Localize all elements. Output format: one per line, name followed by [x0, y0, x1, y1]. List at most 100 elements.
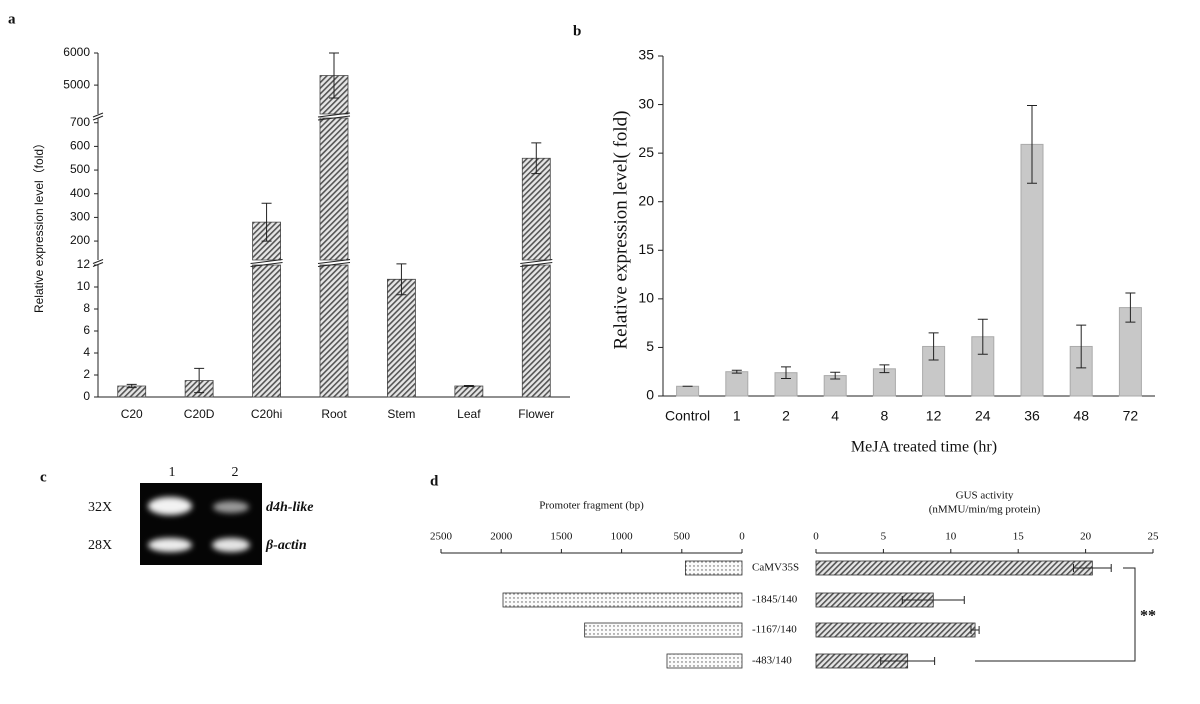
x-tick-label: 0: [813, 531, 819, 543]
gel-band: [213, 501, 249, 513]
axis-break: [92, 259, 104, 264]
panel-label: a: [8, 11, 16, 27]
cycle-label: 32X: [88, 500, 112, 515]
x-axis-label: MeJA treated time (hr): [851, 439, 997, 456]
y-tick-label: 35: [638, 47, 654, 63]
bar: [666, 653, 743, 669]
y-tick-label: 10: [638, 290, 654, 306]
axis-break: [92, 115, 104, 121]
error-bar: [1072, 564, 1112, 572]
y-tick-label: 600: [70, 139, 90, 153]
x-tick-label: 1000: [611, 531, 634, 543]
y-tick-label: 20: [638, 192, 654, 208]
y-tick-label: 5000: [63, 77, 90, 91]
bar-break: [250, 259, 283, 264]
y-tick-label: 30: [638, 95, 654, 111]
y-tick-label: 6: [83, 323, 90, 337]
bar-break: [520, 262, 553, 267]
x-tick-label: 12: [926, 408, 942, 424]
x-tick-label: 15: [1013, 531, 1025, 543]
x-tick-label: C20hi: [251, 407, 282, 421]
x-tick-label: 1: [733, 408, 741, 424]
axis-break: [92, 262, 104, 267]
x-tick-label: 20: [1080, 531, 1092, 543]
x-tick-label: 4: [831, 408, 839, 424]
x-tick-label: Stem: [387, 407, 415, 421]
x-tick-label: 8: [881, 408, 889, 424]
error-bar: [781, 366, 791, 380]
gel-band: [148, 497, 192, 515]
y-tick-label: 400: [70, 186, 90, 200]
significance-bracket: [975, 567, 1136, 662]
error-bar: [126, 383, 137, 389]
x-tick-label: 36: [1024, 408, 1040, 424]
x-tick-label: 0: [739, 531, 745, 543]
x-tick-label: 2000: [490, 531, 513, 543]
bar-break: [250, 262, 283, 267]
bar: [584, 622, 743, 638]
error-bar: [329, 52, 339, 99]
gene-label: β-actin: [265, 538, 307, 553]
x-tick-label: 48: [1073, 408, 1089, 424]
x-tick-label: 25: [1148, 531, 1160, 543]
error-bar: [879, 364, 890, 374]
y-tick-label: 10: [77, 279, 91, 293]
error-bar: [463, 384, 474, 388]
panel-label: b: [573, 23, 581, 39]
category-label: CaMV35S: [752, 562, 799, 574]
axis-subtitle: (nMMU/min/mg protein): [929, 504, 1041, 516]
significance-label: **: [1140, 608, 1156, 625]
y-tick-label: 700: [70, 115, 90, 129]
error-bar: [830, 371, 841, 380]
y-axis-label: Relative expression level（fold）: [32, 137, 46, 313]
category-label: -1845/140: [752, 594, 798, 606]
error-bar: [396, 263, 407, 296]
x-tick-label: C20: [121, 407, 143, 421]
x-tick-label: 72: [1123, 408, 1139, 424]
bar-break: [317, 112, 351, 118]
lane-label: 1: [169, 465, 176, 480]
bar: [676, 385, 700, 397]
x-tick-label: 2500: [430, 531, 453, 543]
bar: [685, 560, 743, 576]
gel-image: [140, 483, 262, 565]
axis-title: GUS activity: [956, 490, 1014, 502]
x-tick-label: Root: [321, 407, 347, 421]
panel-label: c: [40, 469, 47, 485]
bar: [454, 385, 484, 398]
bar: [815, 560, 1093, 576]
gene-label: d4h-like: [266, 500, 313, 515]
error-bar: [970, 626, 980, 634]
cycle-label: 28X: [88, 538, 112, 553]
y-tick-label: 15: [638, 241, 654, 257]
category-label: -1167/140: [752, 624, 797, 636]
bar-break: [317, 262, 351, 267]
y-tick-label: 300: [70, 210, 90, 224]
x-tick-label: 5: [881, 531, 887, 543]
bar: [725, 371, 749, 397]
error-bar: [194, 367, 205, 394]
y-tick-label: 8: [83, 301, 90, 315]
y-tick-label: 0: [83, 389, 90, 403]
gel-band: [212, 538, 250, 552]
x-tick-label: 24: [975, 408, 991, 424]
bar: [252, 221, 281, 398]
y-tick-label: 12: [77, 257, 91, 271]
x-tick-label: Flower: [518, 407, 554, 421]
x-tick-label: 500: [674, 531, 691, 543]
error-bar: [901, 596, 965, 604]
bar: [502, 592, 743, 608]
bar-break: [317, 259, 351, 264]
error-bar: [731, 369, 742, 374]
bar: [319, 75, 349, 398]
x-tick-label: 2: [782, 408, 790, 424]
x-tick-label: 1500: [550, 531, 573, 543]
bar: [387, 278, 416, 398]
error-bar: [531, 142, 542, 175]
y-tick-label: 6000: [63, 45, 90, 59]
lane-label: 2: [232, 465, 239, 480]
axis-title: Promoter fragment (bp): [539, 500, 644, 512]
x-tick-label: C20D: [184, 407, 215, 421]
